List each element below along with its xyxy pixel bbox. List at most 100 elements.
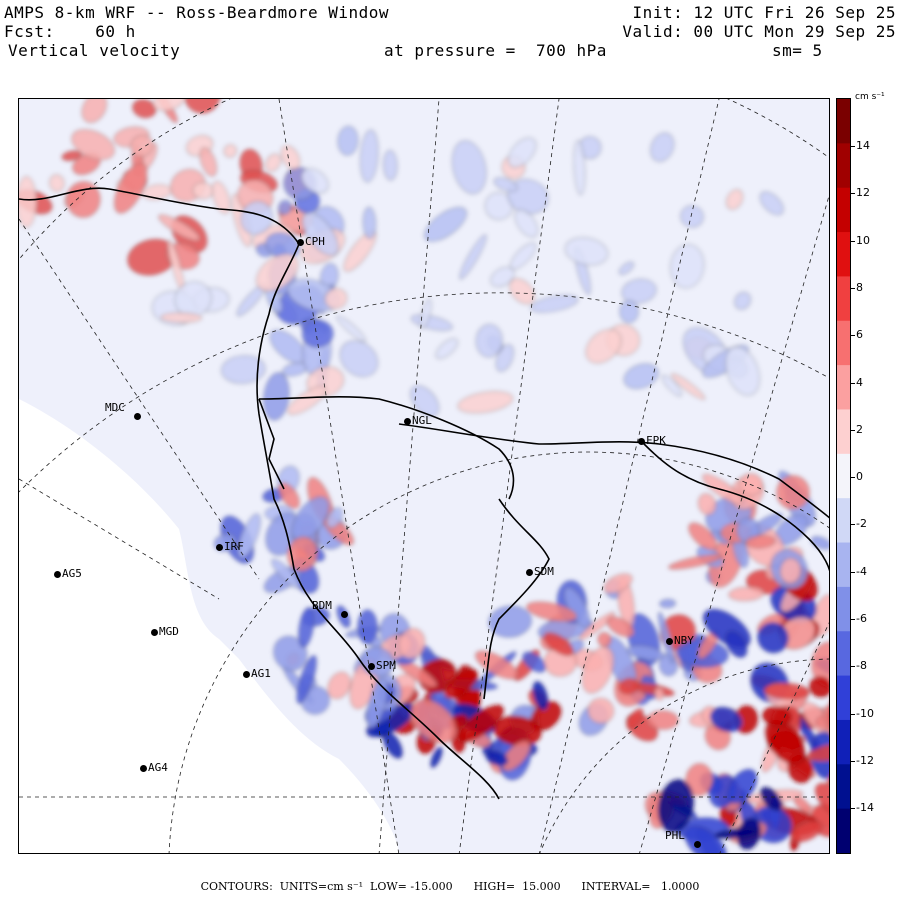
velocity-contour-cell [443, 668, 478, 699]
velocity-contour-cell [301, 168, 329, 194]
velocity-contour-cell [762, 705, 793, 727]
velocity-contour-cell [278, 199, 292, 215]
colorbar-tick-label: 4 [856, 375, 863, 389]
velocity-contour-cell [256, 253, 299, 292]
colorbar-swatch [837, 675, 850, 721]
velocity-contour-cell [522, 651, 546, 673]
colorbar-tick-label: 10 [856, 233, 870, 247]
velocity-contour-cell [212, 181, 231, 214]
velocity-contour-cell [585, 329, 622, 364]
contour-info: CONTOURS: UNITS=cm s⁻¹ LOW= -15.000 HIGH… [200, 880, 700, 893]
station-marker [151, 629, 158, 636]
colorbar-tick-mark [851, 287, 855, 289]
velocity-contour-cell [359, 129, 379, 183]
colorbar-tick-label: 14 [856, 139, 870, 152]
colorbar-swatch [837, 187, 850, 233]
coastline [19, 187, 829, 800]
velocity-contour-cell [81, 99, 107, 123]
colorbar-tick-mark [851, 240, 855, 242]
velocity-contour-cell [435, 338, 459, 359]
velocity-contour-cell [223, 144, 237, 158]
velocity-contour-cell [410, 699, 457, 744]
velocity-contour-cell [160, 312, 202, 323]
velocity-contour-cell [451, 140, 487, 195]
station-label: NBY [674, 634, 694, 647]
pressure-level: at pressure = 700 hPa [384, 41, 607, 60]
velocity-contour-cell [424, 207, 467, 242]
velocity-contour-cell [19, 176, 37, 228]
colorbar-swatch [837, 143, 850, 189]
forecast-hour: Fcst: 60 h [4, 22, 136, 41]
velocity-contour-cell [132, 99, 157, 119]
velocity-contour-cell [811, 641, 829, 688]
velocity-contour-cell [291, 496, 330, 541]
velocity-contour-cell [543, 632, 574, 656]
station-marker [341, 611, 348, 618]
velocity-contour-cell [727, 768, 758, 804]
colorbar-tick-label: -2 [856, 517, 867, 531]
velocity-contour-cell [702, 473, 744, 505]
velocity-contour-cell [475, 650, 519, 680]
station-label: SPM [376, 659, 396, 672]
colorbar-swatch [837, 808, 850, 854]
velocity-contour-cell [302, 212, 339, 256]
velocity-contour-cell [597, 632, 612, 647]
velocity-contour-cell [302, 320, 334, 348]
velocity-contour-cell [618, 261, 634, 275]
smoothing-value: sm= 5 [772, 41, 823, 60]
velocity-contour-cell [326, 507, 343, 528]
plateau-blank-area [19, 399, 399, 853]
velocity-contour-cell [726, 189, 744, 210]
velocity-contour-cell [626, 708, 644, 730]
colorbar-swatch [837, 586, 850, 632]
velocity-contour-cell [526, 601, 577, 622]
velocity-contour-cell [287, 536, 318, 572]
colorbar-swatch [837, 276, 850, 322]
colorbar-swatch [837, 232, 850, 278]
vertical-velocity-map: CPH MDC NGL FPK SDM AG5 MGD AG1 AG4 BDM NBY PHL IRF S… [18, 98, 830, 854]
velocity-contour-cell [684, 825, 727, 853]
station-label: MGD [159, 625, 179, 638]
velocity-contour-cell [287, 386, 327, 415]
velocity-contour-cell [763, 682, 810, 700]
colorbar-tick-label: -8 [856, 659, 867, 673]
velocity-contour-cell [670, 244, 705, 289]
velocity-contour-cell [114, 162, 148, 214]
velocity-contour-cell [807, 742, 829, 762]
velocity-contour-cell [398, 628, 426, 659]
velocity-contour-cell [725, 346, 760, 396]
colorbar-swatch [837, 542, 850, 588]
velocity-contour-cell [265, 153, 282, 172]
colorbar-tick-mark [851, 666, 855, 668]
colorbar-swatch [837, 409, 850, 455]
velocity-contour-cell [130, 134, 154, 157]
velocity-contour-cell [809, 676, 829, 698]
field-name: Vertical velocity [8, 41, 181, 60]
velocity-contour-cell [419, 299, 432, 329]
station-marker [140, 765, 147, 772]
station-label: AG1 [251, 667, 271, 680]
velocity-contour-cell [49, 174, 65, 192]
velocity-contour-cell [757, 622, 789, 654]
velocity-contour-cell [493, 177, 518, 192]
station-marker [666, 638, 673, 645]
colorbar-tick-label: 8 [856, 280, 863, 294]
velocity-contour-cell [618, 677, 640, 695]
velocity-contour-cell [709, 706, 743, 733]
velocity-contour-cell [488, 605, 532, 638]
velocity-contour-cell [619, 300, 639, 323]
station-label: MDC [105, 401, 125, 414]
colorbar-swatch [837, 498, 850, 544]
velocity-contour-cell [366, 678, 388, 729]
velocity-contour-cell [174, 281, 212, 317]
colorbar-tick-mark [851, 146, 855, 147]
colorbar-tick-label: -4 [856, 564, 867, 578]
velocity-contour-cell [745, 535, 776, 549]
colorbar-tick-label: 0 [856, 470, 863, 484]
velocity-contour-cell [71, 129, 115, 160]
velocity-contour-cell [298, 607, 315, 648]
colorbar-tick-label: 12 [856, 186, 870, 200]
velocity-contour-cell [484, 192, 513, 220]
velocity-contour-cell [661, 375, 682, 397]
velocity-contour-cell [623, 363, 659, 390]
